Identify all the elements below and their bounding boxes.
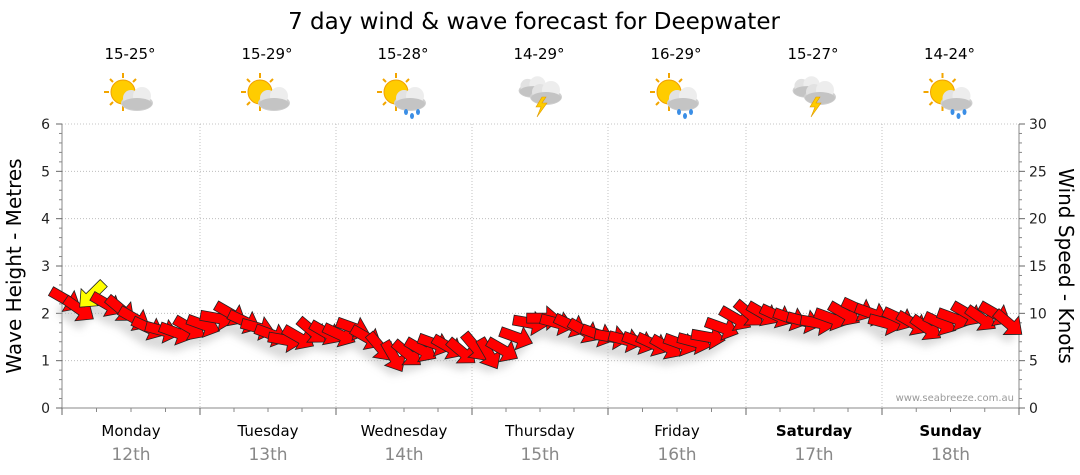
wind-arrow bbox=[445, 336, 476, 364]
left-y-tick-label: 5 bbox=[41, 164, 50, 180]
day-date-label: 13th bbox=[248, 445, 287, 465]
right-y-tick-label: 0 bbox=[1029, 401, 1038, 417]
wind-arrow bbox=[380, 338, 407, 373]
wind-arrow bbox=[991, 308, 1023, 335]
weather-header: 15-25° 15-29° 15-28° 14-29° 16-29° 15-27° 14-2… bbox=[103, 45, 975, 119]
day-date-label: 17th bbox=[794, 445, 833, 465]
temperature-range-label: 14-29° bbox=[513, 45, 564, 63]
wind-arrow bbox=[498, 326, 533, 351]
temperature-range-label: 15-25° bbox=[104, 45, 155, 63]
credit-text: www.seabreeze.com.au bbox=[896, 393, 1014, 404]
day-name-label: Sunday bbox=[919, 422, 982, 440]
day-date-label: 16th bbox=[657, 445, 696, 465]
wind-arrow bbox=[475, 336, 502, 370]
left-axis-title: Wave Height - Metres bbox=[2, 158, 26, 373]
right-y-tick-label: 20 bbox=[1029, 212, 1047, 228]
sun-cloud-rain-icon bbox=[649, 72, 699, 119]
wind-arrow bbox=[703, 316, 739, 341]
left-y-tick-label: 6 bbox=[41, 117, 50, 133]
left-y-ticks: 0 1 2 3 4 5 6 bbox=[41, 117, 62, 417]
right-axis-title: Wind Speed - Knots bbox=[1054, 168, 1078, 364]
temperature-range-label: 16-29° bbox=[650, 45, 701, 63]
day-date-label: 12th bbox=[111, 445, 150, 465]
chart-title: 7 day wind & wave forecast for Deepwater bbox=[288, 9, 780, 35]
day-name-label: Friday bbox=[654, 422, 700, 440]
day-name-label: Thursday bbox=[504, 422, 575, 440]
storm-cloud-icon bbox=[518, 76, 562, 118]
right-y-tick-label: 5 bbox=[1029, 354, 1038, 370]
temperature-range-label: 15-27° bbox=[787, 45, 838, 63]
temperature-range-label: 15-29° bbox=[241, 45, 292, 63]
sun-cloud-rain-icon bbox=[376, 72, 426, 119]
left-y-tick-label: 2 bbox=[41, 306, 50, 322]
wind-arrow bbox=[718, 305, 752, 332]
grid-lines bbox=[62, 123, 1019, 408]
left-y-tick-label: 0 bbox=[41, 401, 50, 417]
day-name-label: Wednesday bbox=[361, 422, 448, 440]
left-y-tick-label: 4 bbox=[41, 212, 50, 228]
temperature-range-label: 15-28° bbox=[377, 45, 428, 63]
day-name-label: Monday bbox=[101, 422, 160, 440]
wind-arrow bbox=[484, 336, 519, 363]
right-y-tick-label: 30 bbox=[1029, 117, 1047, 133]
left-y-tick-label: 1 bbox=[41, 354, 50, 370]
right-y-tick-label: 10 bbox=[1029, 306, 1047, 322]
plot-area: 0 1 2 3 4 5 6 0 5 10 15 20 25 30 bbox=[41, 117, 1047, 417]
wind-arrows bbox=[47, 278, 1023, 373]
sun-cloud-rain-icon bbox=[922, 72, 973, 119]
temperature-range-label: 14-24° bbox=[924, 45, 975, 63]
day-name-label: Tuesday bbox=[236, 422, 298, 440]
day-labels: Monday 12th Tuesday 13th Wednesday 14th Thursd… bbox=[101, 422, 981, 465]
left-y-tick-label: 3 bbox=[41, 259, 50, 275]
wind-arrow bbox=[690, 324, 726, 351]
day-date-label: 18th bbox=[931, 445, 970, 465]
sun-cloud-icon bbox=[240, 72, 290, 112]
day-name-label: Saturday bbox=[776, 422, 853, 440]
day-date-label: 15th bbox=[520, 445, 559, 465]
right-y-tick-label: 25 bbox=[1029, 164, 1047, 180]
right-y-ticks: 0 5 10 15 20 25 30 bbox=[1019, 117, 1047, 417]
storm-cloud-icon bbox=[792, 76, 836, 118]
sun-cloud-icon bbox=[103, 72, 153, 112]
x-ticks bbox=[61, 408, 1020, 415]
right-y-tick-label: 15 bbox=[1029, 259, 1047, 275]
day-date-label: 14th bbox=[384, 445, 423, 465]
wind-arrow bbox=[280, 324, 315, 350]
